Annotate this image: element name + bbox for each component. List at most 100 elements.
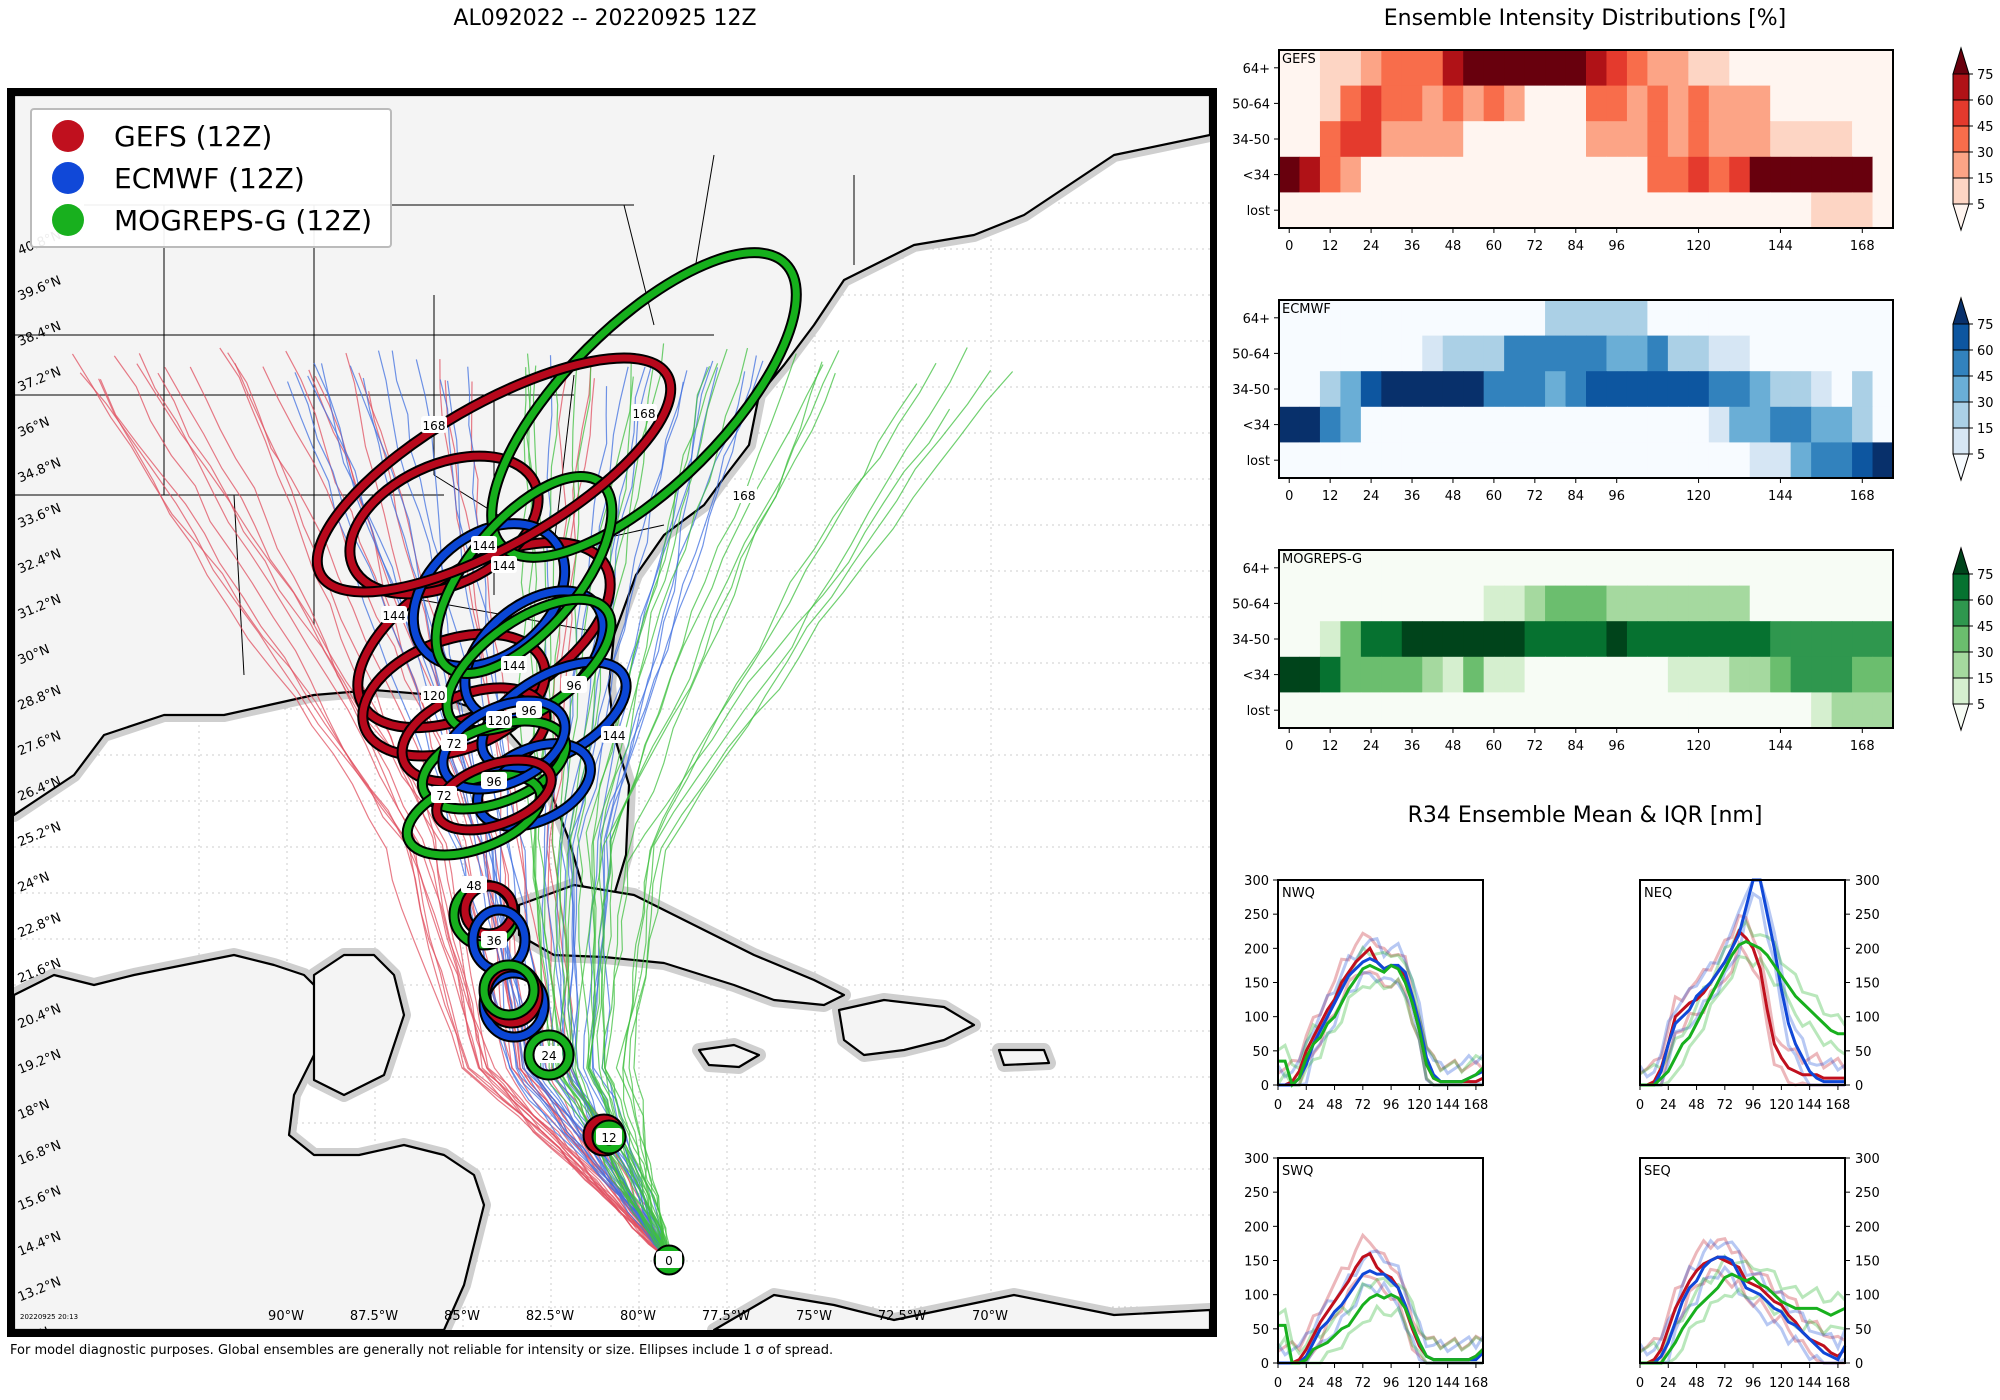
- x-tick-label: 72: [1717, 1098, 1734, 1113]
- heat-cell: [1729, 156, 1751, 193]
- heat-cell: [1770, 85, 1792, 122]
- heat-cell: [1504, 406, 1526, 443]
- heat-cell: [1319, 300, 1341, 337]
- x-tick-label: 168: [1826, 1098, 1851, 1113]
- heat-cell: [1545, 371, 1567, 408]
- hour-label-text: 72: [446, 737, 461, 751]
- heat-cell: [1483, 121, 1505, 158]
- legend-item-mogreps[interactable]: MOGREPS-G (12Z): [52, 200, 372, 240]
- heat-cell: [1790, 550, 1812, 587]
- hour-label: 144: [601, 726, 627, 743]
- member-track: [564, 366, 670, 1261]
- heat-cell: [1606, 335, 1628, 372]
- heat-cell: [1545, 550, 1567, 587]
- heat-cell: [1749, 585, 1771, 622]
- heat-cell: [1463, 406, 1485, 443]
- heat-cell: [1647, 442, 1669, 479]
- spread-line: [1277, 931, 1485, 1075]
- heat-cell: [1770, 121, 1792, 158]
- lon-label: 85°W: [444, 1309, 480, 1324]
- heat-cell: [1852, 85, 1874, 122]
- mean-line-ecmwf: [1640, 1255, 1847, 1365]
- coastline: [517, 883, 846, 1007]
- x-tick-label: 72: [1527, 239, 1544, 254]
- colorbar-tick-label: 75: [1977, 318, 1994, 333]
- member-track: [587, 347, 749, 1261]
- member-track: [589, 353, 797, 1261]
- heat-cell: [1688, 156, 1710, 193]
- colorbar-tick-label: 60: [1977, 344, 1994, 359]
- state-border: [693, 154, 715, 276]
- heat-cell: [1606, 192, 1628, 229]
- heat-cell: [1524, 406, 1546, 443]
- heat-cell: [1749, 50, 1771, 87]
- spread-line: [1638, 878, 1846, 1079]
- r34-seq-chart: 0 50 100 150 200 250 300 0 24 48 72 96 120 144 168 SEQ: [1636, 1152, 1880, 1391]
- heat-cell: [1811, 335, 1833, 372]
- heat-cell: [1524, 371, 1546, 408]
- x-tick-label: 0: [1636, 1098, 1644, 1113]
- heat-cell: [1831, 335, 1853, 372]
- heat-cell: [1708, 335, 1730, 372]
- colorbar-extend: [1952, 703, 1970, 732]
- legend-item-ecmwf[interactable]: ECMWF (12Z): [52, 158, 305, 198]
- heat-cell: [1667, 156, 1689, 193]
- heat-cell: [1852, 585, 1874, 622]
- heat-cell: [1729, 406, 1751, 443]
- heat-cell: [1749, 371, 1771, 408]
- lon-label: 87.5°W: [350, 1309, 398, 1324]
- heat-cell: [1401, 442, 1423, 479]
- x-tick-label: 12: [1322, 739, 1339, 754]
- heat-cell: [1360, 585, 1382, 622]
- heat-cell: [1422, 300, 1444, 337]
- heat-cell: [1606, 442, 1628, 479]
- x-tick-label: 144: [1797, 1098, 1822, 1113]
- heat-cell: [1360, 621, 1382, 658]
- heat-cell: [1524, 656, 1546, 693]
- heat-cell: [1626, 85, 1648, 122]
- heat-cell: [1606, 621, 1628, 658]
- heat-cell: [1360, 656, 1382, 693]
- x-tick-label: 36: [1404, 239, 1421, 254]
- coastline: [712, 1293, 1210, 1330]
- heat-cell: [1729, 692, 1751, 729]
- quadrant-label: SEQ: [1644, 1164, 1671, 1179]
- y-tick-label: 100: [1244, 1011, 1269, 1026]
- y-tick-label: 50: [1252, 1323, 1269, 1338]
- heat-cell: [1340, 85, 1362, 122]
- heat-cell: [1401, 656, 1423, 693]
- heat-cell: [1872, 335, 1894, 372]
- hour-label-text: 36: [486, 934, 501, 948]
- hour-label: 0: [656, 1251, 682, 1268]
- mean-line-mogreps-g: [1278, 1293, 1485, 1365]
- gefs-marker-icon: [52, 120, 84, 152]
- x-tick-label: 96: [1608, 239, 1625, 254]
- colorbar-bin: [1952, 177, 1970, 205]
- heat-cell: [1360, 371, 1382, 408]
- hour-label: 48: [461, 876, 487, 893]
- heat-cell: [1319, 656, 1341, 693]
- y-tick-label: 150: [1855, 977, 1880, 992]
- lat-label: 22.8°N: [16, 910, 64, 941]
- x-tick-label: 144: [1768, 739, 1793, 754]
- intensity-distributions-title: Ensemble Intensity Distributions [%]: [1383, 6, 1787, 31]
- heat-cell: [1381, 300, 1403, 337]
- heat-cell: [1545, 406, 1567, 443]
- y-tick-label: 300: [1244, 1152, 1269, 1167]
- legend-label: GEFS (12Z): [114, 119, 273, 153]
- member-track: [532, 365, 670, 1261]
- colorbar-extend: [1952, 46, 1970, 75]
- heat-cell: [1872, 85, 1894, 122]
- legend-item-gefs[interactable]: GEFS (12Z): [52, 116, 272, 156]
- heat-cell: [1319, 406, 1341, 443]
- x-tick-label: 96: [1745, 1376, 1762, 1391]
- colorbar-tick-label: 45: [1977, 620, 1994, 635]
- heat-cell: [1708, 50, 1730, 87]
- heat-cell: [1401, 50, 1423, 87]
- hour-label-bg: [471, 536, 497, 553]
- mean-line-mogreps-g: [1278, 963, 1485, 1088]
- heat-cell: [1340, 121, 1362, 158]
- heat-cell: [1299, 442, 1321, 479]
- heat-cell: [1565, 550, 1587, 587]
- heat-cell: [1667, 300, 1689, 337]
